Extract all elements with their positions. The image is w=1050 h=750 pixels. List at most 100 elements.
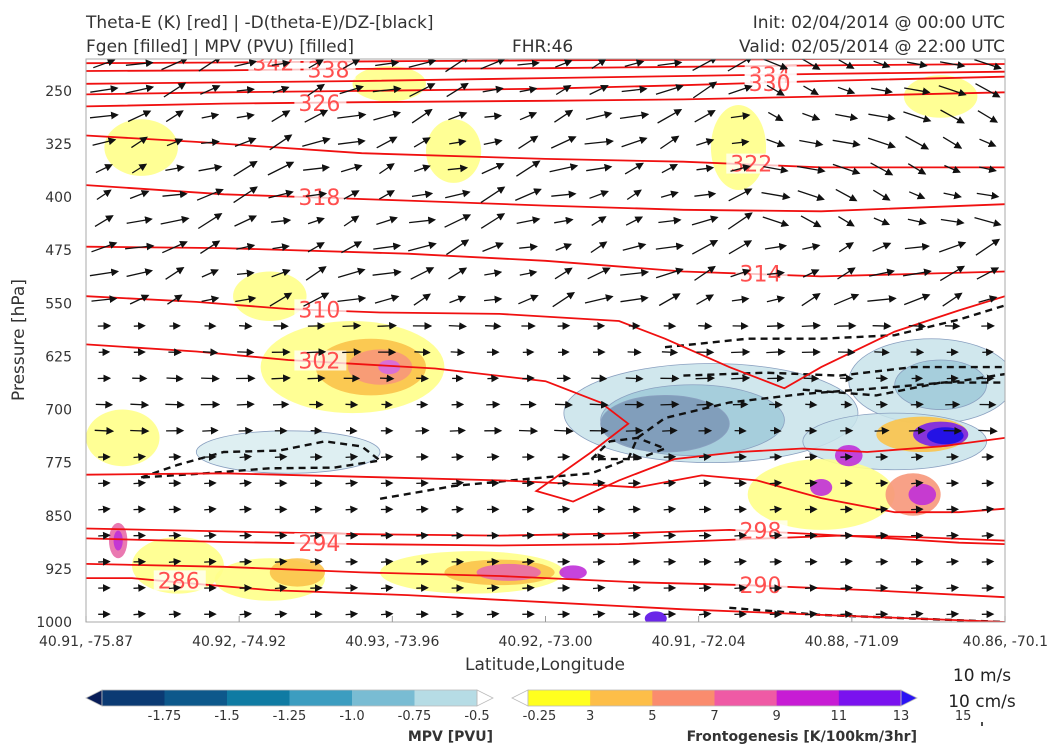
wind-arrow xyxy=(274,557,288,566)
colorbar-swatch xyxy=(776,690,840,706)
wind-arrow xyxy=(800,215,822,228)
wind-arrow xyxy=(621,136,648,148)
wind-arrow xyxy=(694,110,716,123)
plot-area: 3423383343303263223183143103022942982902… xyxy=(86,59,1005,622)
wind-arrow xyxy=(870,162,894,176)
wind-arrow xyxy=(731,348,751,357)
wind-arrow xyxy=(239,610,253,619)
wind-arrow xyxy=(802,112,821,121)
wind-arrow xyxy=(234,137,257,148)
wind-arrow xyxy=(869,268,895,277)
wind-arrow xyxy=(480,213,506,229)
wind-arrow xyxy=(451,505,465,514)
wind-arrow xyxy=(484,269,503,278)
wind-arrow xyxy=(167,294,183,305)
wind-arrow xyxy=(663,453,677,461)
wind-arrow xyxy=(939,265,966,282)
wind-arrow xyxy=(979,165,997,174)
wind-arrow xyxy=(165,164,185,173)
wind-arrow xyxy=(165,110,184,123)
wind-arrow xyxy=(93,59,116,69)
frontogenesis-region xyxy=(352,66,427,102)
wind-arrow xyxy=(236,242,256,251)
wind-arrow xyxy=(589,190,609,199)
wind-arrow xyxy=(554,400,573,409)
wind-arrow xyxy=(372,268,402,277)
wind-arrow xyxy=(341,241,363,254)
wind-arrow xyxy=(380,453,394,461)
wind-arrow xyxy=(981,557,995,566)
colorbar-tick-label: 15 xyxy=(955,709,972,724)
wind-arrow xyxy=(376,136,398,149)
wind-arrow xyxy=(522,505,535,514)
colorbar-tick-label: -0.25 xyxy=(523,709,557,724)
wind-arrow xyxy=(731,295,750,304)
wind-arrow xyxy=(625,374,644,383)
wind-arrow xyxy=(551,190,577,199)
wind-arrow xyxy=(550,136,577,149)
wind-arrow xyxy=(268,189,294,199)
y-tick-label: 1000 xyxy=(36,615,72,631)
colorbar-tick-label: 9 xyxy=(773,709,781,724)
wind-arrow xyxy=(200,84,221,95)
theta-e-label: 310 xyxy=(298,298,340,323)
theta-e-label: 318 xyxy=(298,186,340,211)
wind-arrow xyxy=(699,479,712,488)
wind-arrow xyxy=(307,83,325,97)
wind-arrow xyxy=(554,427,574,435)
wind-arrow xyxy=(373,110,402,121)
y-tick-label: 325 xyxy=(45,137,72,153)
wind-key-label-2: 10 cm/s xyxy=(948,692,1016,712)
colorbar-frame xyxy=(101,689,478,707)
wind-arrow xyxy=(343,190,360,200)
wind-arrow xyxy=(557,610,571,619)
wind-arrow xyxy=(518,294,539,305)
wind-arrow xyxy=(867,137,896,149)
wind-arrow xyxy=(803,85,819,95)
wind-arrow xyxy=(764,242,788,251)
wind-arrow xyxy=(691,215,719,226)
wind-arrow xyxy=(979,138,997,148)
wind-arrow xyxy=(584,137,614,146)
wind-arrow xyxy=(267,161,295,176)
theta-e-label-bg xyxy=(153,570,206,591)
wind-arrow xyxy=(946,610,960,619)
wind-arrow xyxy=(131,163,148,174)
wind-arrow xyxy=(692,59,718,71)
theta-e-contour xyxy=(86,295,1005,390)
colorbar-swatch xyxy=(352,690,415,706)
wind-arrow xyxy=(801,293,821,307)
wind-arrow xyxy=(133,479,147,488)
wind-arrow xyxy=(832,163,861,175)
wind-arrow xyxy=(415,426,430,435)
theta-e-label-bg xyxy=(735,263,788,284)
wind-arrow xyxy=(835,188,858,202)
wind-arrow xyxy=(557,453,571,461)
wind-arrow xyxy=(982,348,994,357)
wind-arrow xyxy=(342,321,362,330)
wind-arrow xyxy=(308,59,325,69)
theta-e-label: 326 xyxy=(298,92,340,117)
wind-arrow xyxy=(163,82,187,98)
theta-e-label: 298 xyxy=(739,519,781,544)
wind-arrow xyxy=(661,348,679,357)
wind-arrow xyxy=(591,374,608,383)
wind-arrow xyxy=(977,110,999,123)
title-line-2: Fgen [filled] | MPV (PVU) [filled] xyxy=(86,37,355,57)
wind-arrow xyxy=(233,186,258,204)
wind-arrow xyxy=(274,610,288,619)
wind-arrow xyxy=(592,479,606,488)
wind-arrow xyxy=(409,216,437,225)
wind-arrow xyxy=(372,85,402,94)
wind-arrow xyxy=(202,348,219,357)
wind-arrow xyxy=(516,160,541,177)
wind-arrow xyxy=(904,242,930,251)
frontogenesis-region xyxy=(644,611,667,622)
wind-arrow xyxy=(90,85,119,93)
wind-arrow xyxy=(946,531,960,540)
wind-arrow xyxy=(518,135,539,150)
wind-arrow xyxy=(805,584,818,592)
wind-arrow xyxy=(445,59,470,73)
wind-arrow xyxy=(911,584,924,592)
wind-arrow xyxy=(657,59,683,68)
